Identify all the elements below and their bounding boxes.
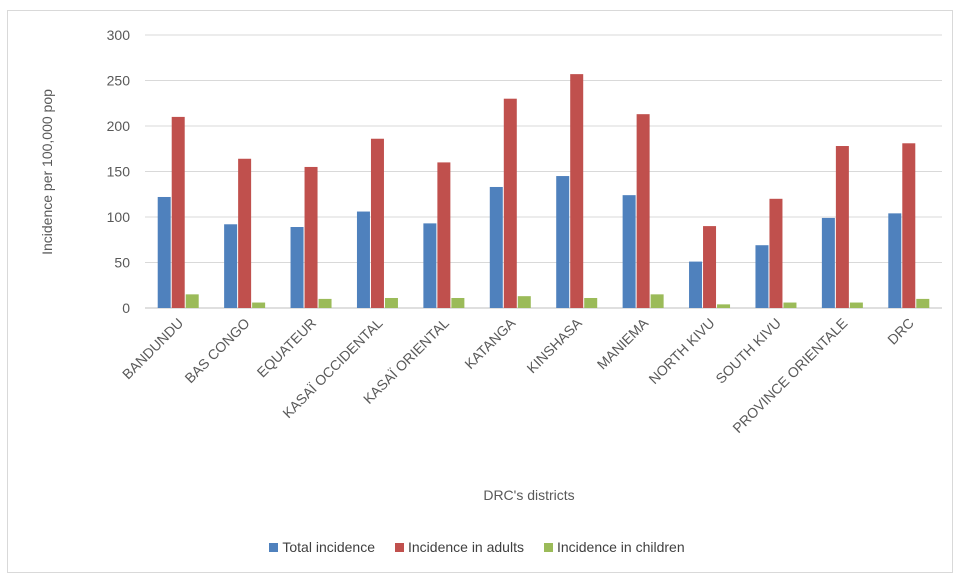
x-tick-label: PROVINCE ORIENTALE [729, 315, 850, 436]
bar-incidence-in-adults-1 [238, 158, 252, 308]
bar-incidence-in-children-2 [318, 298, 332, 308]
legend-item: Incidence in adults [395, 539, 524, 555]
legend-label: Incidence in children [556, 539, 685, 555]
bar-total-incidence-8 [689, 261, 703, 308]
bar-incidence-in-adults-5 [503, 98, 517, 308]
legend-label: Total incidence [282, 539, 375, 555]
bar-incidence-in-children-8 [717, 304, 731, 308]
bar-incidence-in-children-1 [252, 302, 266, 308]
bar-total-incidence-10 [821, 217, 835, 308]
legend-item: Incidence in children [543, 539, 685, 555]
x-tick-label: SOUTH KIVU [712, 315, 784, 387]
bar-incidence-in-children-3 [384, 297, 398, 308]
bar-incidence-in-children-10 [849, 302, 863, 308]
legend: Total incidence Incidence in adults Incide… [0, 539, 954, 555]
bar-total-incidence-1 [224, 224, 238, 308]
bar-total-incidence-3 [356, 211, 370, 308]
bar-incidence-in-children-5 [517, 296, 531, 308]
x-axis-label: DRC's districts [483, 487, 574, 503]
y-tick-label: 300 [107, 27, 131, 43]
bar-total-incidence-11 [888, 213, 902, 308]
legend-item: Total incidence [269, 539, 375, 555]
y-tick-label: 150 [107, 164, 131, 180]
bar-incidence-in-adults-3 [370, 138, 384, 308]
bar-incidence-in-children-9 [783, 302, 797, 308]
bar-incidence-in-children-11 [916, 298, 930, 308]
bar-incidence-in-adults-6 [570, 74, 584, 308]
x-tick-label: KINSHASA [523, 314, 585, 376]
bar-total-incidence-6 [556, 176, 570, 308]
bar-total-incidence-7 [622, 195, 636, 308]
bar-incidence-in-children-0 [185, 294, 199, 308]
bar-incidence-in-adults-2 [304, 166, 318, 308]
y-tick-label: 0 [122, 300, 130, 316]
y-tick-label: 250 [107, 73, 131, 89]
bar-incidence-in-children-6 [584, 297, 598, 308]
x-tick-label: NORTH KIVU [645, 315, 717, 387]
bar-incidence-in-adults-8 [703, 226, 717, 308]
y-axis-ticks: 0 50 100 150 200 250 300 [107, 27, 131, 316]
y-tick-label: 200 [107, 118, 131, 134]
x-tick-label: BAS CONGO [181, 315, 252, 386]
x-tick-label: DRC [884, 315, 917, 348]
x-tick-label: KATANGA [461, 314, 519, 372]
bar-total-incidence-5 [489, 186, 503, 308]
bars [157, 74, 930, 309]
bar-total-incidence-0 [157, 196, 171, 308]
y-axis-label: Incidence per 100,000 pop [39, 89, 55, 255]
gridlines [145, 34, 942, 309]
x-tick-label: EQUATEUR [254, 315, 320, 381]
bar-incidence-in-adults-0 [171, 116, 185, 309]
bar-incidence-in-children-4 [451, 297, 465, 308]
bar-total-incidence-9 [755, 245, 769, 308]
bar-incidence-in-adults-7 [636, 114, 650, 308]
legend-swatch [395, 542, 404, 552]
bar-incidence-in-adults-10 [835, 146, 849, 308]
y-tick-label: 50 [114, 255, 130, 271]
x-tick-label: MANIEMA [594, 314, 652, 372]
bar-total-incidence-4 [423, 223, 437, 308]
bar-incidence-in-adults-4 [437, 162, 451, 308]
legend-swatch [543, 542, 553, 552]
x-tick-label: BANDUNDU [119, 315, 186, 382]
bar-incidence-in-children-7 [650, 294, 664, 308]
bar-total-incidence-2 [290, 227, 304, 308]
legend-label: Incidence in adults [408, 539, 524, 555]
y-tick-label: 100 [107, 209, 131, 225]
bar-incidence-in-adults-9 [769, 198, 783, 308]
legend-swatch [269, 542, 279, 552]
bar-incidence-in-adults-11 [902, 143, 916, 308]
